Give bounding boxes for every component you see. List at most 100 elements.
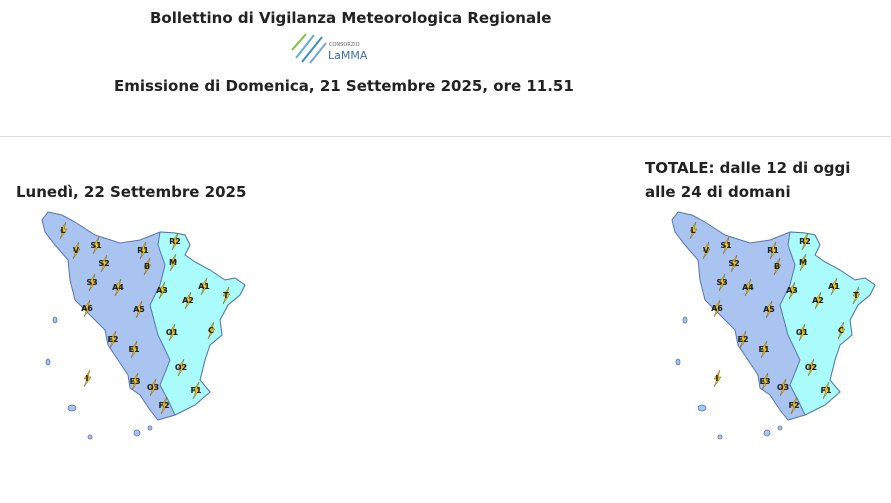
warning-icon (222, 286, 231, 305)
warning-icon (83, 369, 92, 388)
map-title: alle 24 di domani (645, 183, 791, 201)
zone-label: M (799, 258, 807, 267)
zone-label: A6 (81, 304, 93, 313)
zone-label: E2 (737, 335, 748, 344)
warning-icon (814, 291, 823, 310)
zone-label: L (60, 226, 65, 235)
zone-label: O2 (175, 363, 187, 372)
zone-label: I (86, 374, 89, 383)
zone-label: E3 (759, 377, 770, 386)
island (133, 429, 141, 437)
zone-label: B (774, 262, 780, 271)
warning-icon (192, 381, 201, 400)
island (52, 316, 58, 324)
warning-icon (702, 241, 711, 260)
zone-label: A5 (763, 305, 775, 314)
region (149, 231, 246, 416)
warning-icon (59, 221, 68, 240)
warning-icon (799, 253, 808, 272)
zone-label: A1 (198, 282, 210, 291)
warning-icon (689, 221, 698, 240)
zone-label: C (208, 326, 214, 335)
emission: Emissione di Domenica, 21 Settembre 2025… (114, 77, 574, 95)
zone-label: A1 (828, 282, 840, 291)
zone-label: S2 (728, 259, 739, 268)
zone-label: E3 (129, 377, 140, 386)
warning-icon (139, 241, 148, 260)
zone-label: T (853, 291, 859, 300)
warning-icon (88, 273, 97, 292)
zone-label: C (838, 326, 844, 335)
zone-label: O2 (805, 363, 817, 372)
zone-label: A2 (182, 296, 194, 305)
warning-icon (184, 291, 193, 310)
logo-name: LaMMA (328, 49, 368, 62)
zone-label: F2 (158, 401, 169, 410)
zone-label: A2 (812, 296, 824, 305)
zone-label: F1 (820, 386, 831, 395)
warning-icon (801, 232, 810, 251)
zone-label: R2 (169, 237, 181, 246)
warning-icon (130, 340, 139, 359)
map-title: TOTALE: dalle 12 di oggi (645, 159, 851, 177)
zone-label: E2 (107, 335, 118, 344)
zone-label: A6 (711, 304, 723, 313)
warning-icon (143, 257, 152, 276)
zone-label: B (144, 262, 150, 271)
emission-sep: , (482, 77, 489, 95)
title: Bollettino di Vigilanza Meteorologica Re… (150, 9, 552, 27)
zone-label: A3 (156, 286, 168, 295)
zone-label: O3 (777, 383, 789, 392)
zone-label: R1 (767, 246, 779, 255)
warning-icon (830, 277, 839, 296)
island (763, 429, 771, 437)
warning-icon (149, 378, 158, 397)
warning-icon (207, 321, 216, 340)
emission-date: Domenica, 21 Settembre 2025 (225, 77, 483, 95)
warning-icon (158, 281, 167, 300)
zone-label: O3 (147, 383, 159, 392)
zone-label: A4 (742, 283, 754, 292)
warning-icon (760, 340, 769, 359)
warning-icon (83, 299, 92, 318)
zone-label: L (690, 226, 695, 235)
map: L V S1 S2 S3 R1 R2 M B A4 A3 A1 T A6 A5 A2 O1 C E2 E1 O2 I E3 O… (41, 211, 246, 440)
island (697, 404, 707, 412)
warning-icon (788, 281, 797, 300)
zone-label: E1 (128, 345, 139, 354)
zone-label: M (169, 258, 177, 267)
warning-icon (114, 278, 123, 297)
island (675, 358, 681, 366)
warning-icon (798, 323, 807, 342)
logo-small: CONSORZIO (329, 42, 360, 48)
emission-prefix: Emissione di (114, 77, 221, 95)
zone-label: F2 (788, 401, 799, 410)
island (717, 434, 723, 440)
zone-label: O1 (796, 328, 809, 337)
region (779, 231, 876, 416)
island (67, 404, 77, 412)
logo: CONSORZIO LaMMA (291, 33, 368, 64)
zone-label: S3 (86, 278, 97, 287)
warning-icon (837, 321, 846, 340)
warning-icon (807, 358, 816, 377)
island (777, 425, 783, 431)
warning-icon (722, 236, 731, 255)
warning-icon (773, 257, 782, 276)
map-title: Lunedì, 22 Settembre 2025 (16, 183, 247, 201)
warning-icon (765, 300, 774, 319)
warning-icon (72, 241, 81, 260)
zone-label: O1 (166, 328, 179, 337)
warning-icon (169, 253, 178, 272)
island (147, 425, 153, 431)
warning-icon (779, 378, 788, 397)
warning-icon (160, 396, 169, 415)
warning-icon (171, 232, 180, 251)
warning-icon (100, 254, 109, 273)
warning-icon (790, 396, 799, 415)
zone-label: S1 (720, 241, 732, 250)
zone-label: V (73, 246, 80, 255)
warning-icon (739, 330, 748, 349)
zone-label: F1 (190, 386, 201, 395)
